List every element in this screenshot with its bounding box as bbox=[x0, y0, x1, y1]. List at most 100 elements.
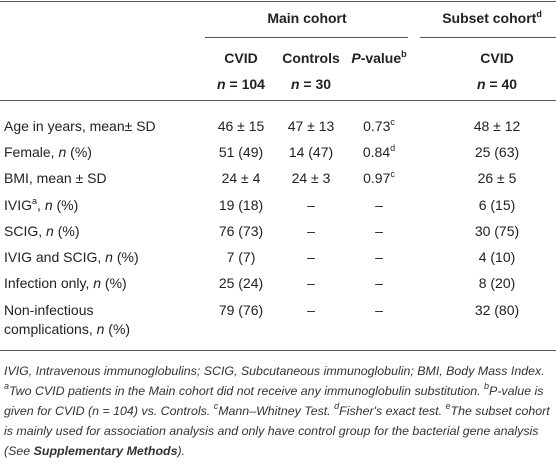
row-label: Non-infectious complications, n (%) bbox=[4, 301, 174, 339]
column-n: n = 40 bbox=[397, 75, 556, 94]
cell: 46 ± 15 bbox=[141, 117, 341, 136]
cell: 51 (49) bbox=[141, 143, 341, 162]
text-run: 26 ± 5 bbox=[477, 169, 517, 186]
cell: – bbox=[211, 248, 411, 267]
cell: – bbox=[279, 248, 479, 267]
cell: 26 ± 5 bbox=[397, 169, 556, 188]
text-run: Subset cohort bbox=[442, 9, 537, 26]
text-run: – bbox=[307, 222, 315, 239]
text-run: Age in years, mean± SD bbox=[4, 117, 156, 134]
text-run: ). bbox=[177, 444, 186, 458]
text-run: 0.73 bbox=[363, 117, 391, 134]
cell: 0.97c bbox=[279, 169, 479, 188]
text-run: The subset cohort is mainly used for ass… bbox=[4, 404, 550, 458]
text-run: P-value is given for CVID (n = 104) vs. … bbox=[4, 384, 544, 418]
text-run: = 104 bbox=[225, 75, 265, 92]
text-run: Non-infectious complications, bbox=[4, 301, 97, 337]
text-run: n bbox=[93, 274, 102, 291]
cell: 25 (24) bbox=[141, 274, 341, 293]
text-run: e bbox=[445, 401, 451, 411]
text-run: Supplementary Methods bbox=[33, 444, 178, 458]
text-run: – bbox=[375, 274, 383, 291]
text-run: 51 (49) bbox=[218, 143, 264, 160]
text-run: IVIG and SCIG, bbox=[4, 248, 106, 265]
column-header: P-valueb bbox=[279, 49, 479, 68]
text-run: = 30 bbox=[299, 75, 332, 92]
bottom-rule bbox=[0, 350, 556, 351]
text-run: n bbox=[58, 143, 67, 160]
text-run: n bbox=[46, 222, 54, 239]
text-run: 0.97 bbox=[363, 169, 391, 186]
text-run: d bbox=[390, 142, 396, 153]
text-run: 24 ± 4 bbox=[221, 169, 261, 186]
text-run: CVID bbox=[480, 49, 514, 66]
text-run: 47 ± 13 bbox=[287, 117, 335, 134]
text-run: 14 (47) bbox=[288, 143, 334, 160]
top-rule bbox=[0, 1, 556, 2]
cell: 19 (18) bbox=[141, 196, 341, 215]
text-run: a bbox=[4, 381, 10, 391]
text-run: IVIG bbox=[4, 196, 33, 213]
text-run: – bbox=[307, 196, 315, 213]
cell: 25 (63) bbox=[397, 143, 556, 162]
cell: – bbox=[279, 196, 479, 215]
text-run: 46 ± 15 bbox=[217, 117, 265, 134]
text-run: Mann–Whitney Test. bbox=[218, 404, 335, 418]
row-label: BMI, mean ± SD bbox=[4, 169, 174, 188]
text-run: n bbox=[44, 196, 53, 213]
row-label: SCIG, n (%) bbox=[4, 222, 174, 241]
text-run: n bbox=[217, 75, 226, 92]
text-run: – bbox=[375, 301, 383, 318]
cell: 6 (15) bbox=[397, 196, 556, 215]
text-run: d bbox=[536, 8, 542, 19]
text-run: 19 (18) bbox=[218, 196, 264, 213]
text-run: b bbox=[401, 48, 407, 59]
cell: – bbox=[211, 222, 411, 241]
text-run: 32 (80) bbox=[474, 301, 520, 318]
row-label: IVIG and SCIG, n (%) bbox=[4, 248, 174, 267]
text-run: c bbox=[213, 401, 219, 411]
cell: – bbox=[211, 274, 411, 293]
text-run: (%) bbox=[112, 248, 139, 265]
text-run: – bbox=[375, 222, 383, 239]
text-run: n bbox=[290, 75, 300, 92]
text-run: – bbox=[375, 248, 383, 265]
text-run: 25 (63) bbox=[474, 143, 520, 160]
text-run: – bbox=[307, 274, 315, 291]
cell: 0.84d bbox=[279, 143, 479, 162]
column-n: n = 30 bbox=[211, 75, 411, 94]
text-run: (%) bbox=[101, 274, 127, 291]
row-label: Age in years, mean± SD bbox=[4, 117, 174, 136]
text-run: , bbox=[37, 196, 45, 213]
text-run: (%) bbox=[52, 196, 79, 213]
row-label: IVIGa, n (%) bbox=[4, 196, 174, 215]
cell: 14 (47) bbox=[211, 143, 411, 162]
cell: – bbox=[279, 301, 479, 320]
text-run: 0.84 bbox=[362, 143, 391, 160]
text-run: c bbox=[390, 168, 395, 179]
group-header: Main cohort bbox=[207, 9, 407, 28]
text-run: Female, bbox=[4, 143, 59, 160]
text-run: -value bbox=[360, 49, 402, 66]
footnote: IVIG, Intravenous immunoglobulins; SCIG,… bbox=[4, 361, 552, 461]
text-run: – bbox=[307, 301, 315, 318]
text-run: Infection only, bbox=[4, 274, 94, 291]
text-run: d bbox=[334, 401, 340, 411]
text-run: 79 (76) bbox=[218, 301, 264, 318]
text-run: 25 (24) bbox=[218, 274, 264, 291]
text-run: 76 (73) bbox=[218, 222, 264, 239]
group-header: Subset cohortd bbox=[392, 9, 556, 28]
text-run: Controls bbox=[282, 49, 340, 66]
header-rule bbox=[0, 100, 556, 101]
group-rule bbox=[420, 37, 556, 38]
cell: 24 ± 4 bbox=[141, 169, 341, 188]
text-run: a bbox=[32, 195, 38, 206]
text-run: (%) bbox=[66, 143, 92, 160]
text-run: P bbox=[351, 49, 361, 66]
text-run: (%) bbox=[53, 222, 80, 239]
text-run: IVIG, Intravenous immunoglobulins; SCIG,… bbox=[4, 364, 545, 378]
text-run: (%) bbox=[104, 320, 131, 337]
row-label: Infection only, n (%) bbox=[4, 274, 174, 293]
text-run: 7 (7) bbox=[226, 248, 256, 265]
